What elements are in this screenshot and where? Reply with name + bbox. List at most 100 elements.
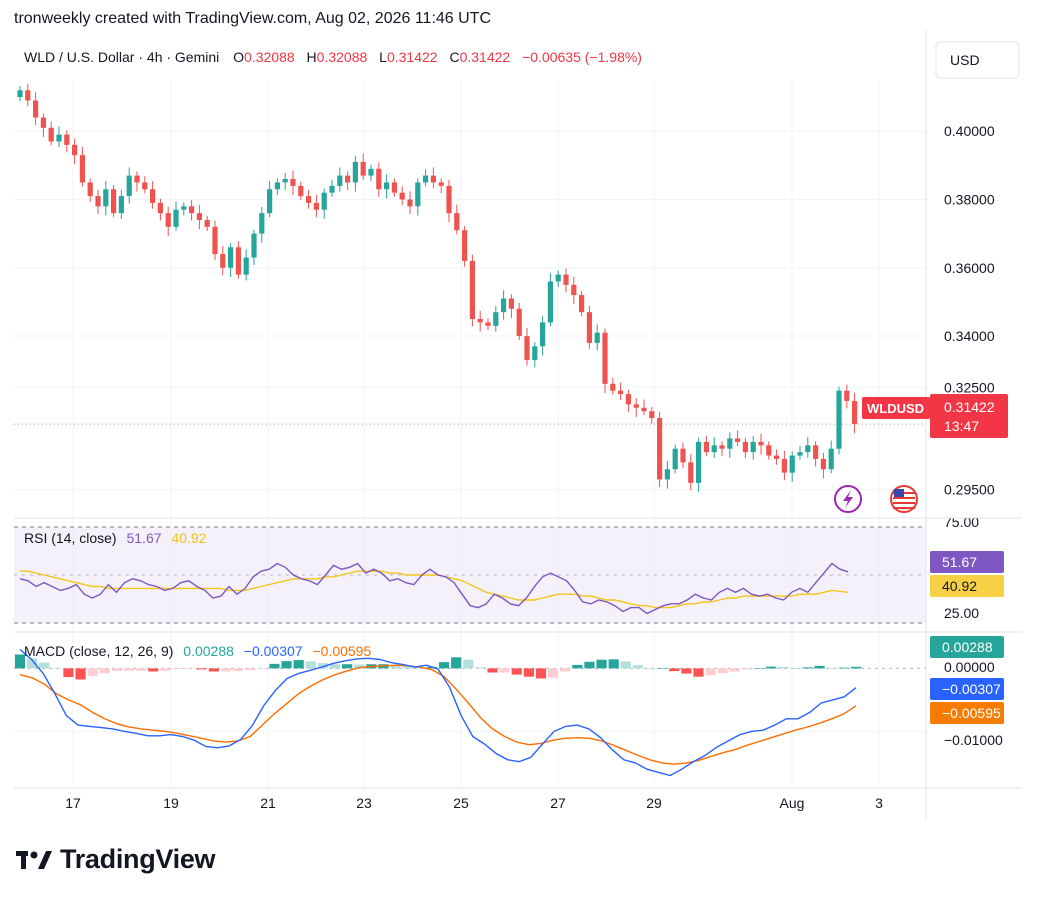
candle[interactable] [750,435,756,460]
candle[interactable] [657,411,663,487]
candle[interactable] [781,450,787,481]
candle[interactable] [40,113,46,138]
candle[interactable] [48,121,54,146]
candle[interactable] [727,432,733,458]
candle[interactable] [586,306,592,349]
currency-button[interactable]: USD [935,41,1020,79]
candle[interactable] [118,189,124,219]
candle[interactable] [103,181,109,216]
candle[interactable] [111,185,117,218]
candle[interactable] [321,188,327,219]
candle[interactable] [501,290,507,320]
candle[interactable] [625,389,631,412]
candle[interactable] [259,207,265,243]
candle[interactable] [165,207,171,237]
candle[interactable] [282,172,288,190]
candle[interactable] [711,437,717,458]
candle[interactable] [267,181,273,218]
candle[interactable] [735,430,741,446]
candle[interactable] [181,202,187,216]
candle[interactable] [79,146,85,187]
candle[interactable] [703,435,709,457]
candle[interactable] [618,382,624,400]
candle[interactable] [696,437,702,493]
candle[interactable] [368,164,374,182]
candle[interactable] [157,198,163,221]
candle[interactable] [142,176,148,194]
candle[interactable] [274,178,280,196]
candle[interactable] [532,342,538,368]
candle[interactable] [610,377,616,395]
candle[interactable] [360,153,366,180]
candle[interactable] [742,437,748,458]
candle[interactable] [329,179,335,197]
candle[interactable] [72,138,78,165]
us-flag-icon[interactable] [890,485,918,513]
candle[interactable] [212,220,218,260]
candle[interactable] [399,186,405,206]
candle[interactable] [126,167,132,204]
candle[interactable] [555,270,561,288]
candle[interactable] [87,178,93,202]
candle[interactable] [384,174,390,199]
candle[interactable] [446,179,452,223]
candle[interactable] [844,384,850,409]
candle[interactable] [298,181,304,201]
candle[interactable] [235,241,241,279]
candle[interactable] [430,167,436,189]
candle[interactable] [438,178,444,194]
candle[interactable] [415,178,421,216]
candle[interactable] [789,451,795,482]
candle[interactable] [189,200,195,221]
candle[interactable] [766,441,772,460]
lightning-icon[interactable] [834,485,862,513]
candle[interactable] [33,92,39,126]
candle[interactable] [594,324,600,351]
candle[interactable] [633,398,639,417]
rsi-pane[interactable] [14,526,926,624]
candle[interactable] [407,191,413,214]
candle[interactable] [204,215,210,231]
candle[interactable] [56,126,62,148]
candle[interactable] [196,204,202,230]
candle[interactable] [516,302,522,341]
candle[interactable] [680,442,686,469]
candle[interactable] [220,245,226,276]
candle[interactable] [313,194,319,218]
candle[interactable] [173,201,179,231]
candle[interactable] [672,444,678,474]
candle[interactable] [477,310,483,332]
candle[interactable] [563,268,569,293]
candle[interactable] [688,454,694,491]
candle[interactable] [579,290,585,317]
candle[interactable] [508,294,514,318]
candle[interactable] [664,461,670,489]
candle[interactable] [820,452,826,479]
candle[interactable] [150,181,156,209]
candle[interactable] [836,386,842,455]
candle[interactable] [774,449,780,465]
candle[interactable] [797,445,803,460]
candle[interactable] [485,318,491,330]
candle[interactable] [454,204,460,235]
candle[interactable] [337,167,343,192]
candle[interactable] [571,276,577,305]
candle[interactable] [719,441,725,457]
candle[interactable] [493,306,499,332]
candle[interactable] [95,189,101,214]
candle[interactable] [524,327,530,366]
candle[interactable] [813,441,819,467]
candle[interactable] [64,130,70,153]
candle[interactable] [469,254,475,327]
candle[interactable] [602,328,608,394]
macd-pane[interactable] [14,648,926,777]
candle[interactable] [649,407,655,424]
candle[interactable] [547,273,553,327]
candle[interactable] [391,178,397,197]
candle[interactable] [852,392,858,434]
candle[interactable] [228,243,234,277]
candle[interactable] [134,171,140,192]
candle[interactable] [306,189,312,209]
candle[interactable] [423,169,429,187]
price-pane[interactable] [14,80,926,788]
